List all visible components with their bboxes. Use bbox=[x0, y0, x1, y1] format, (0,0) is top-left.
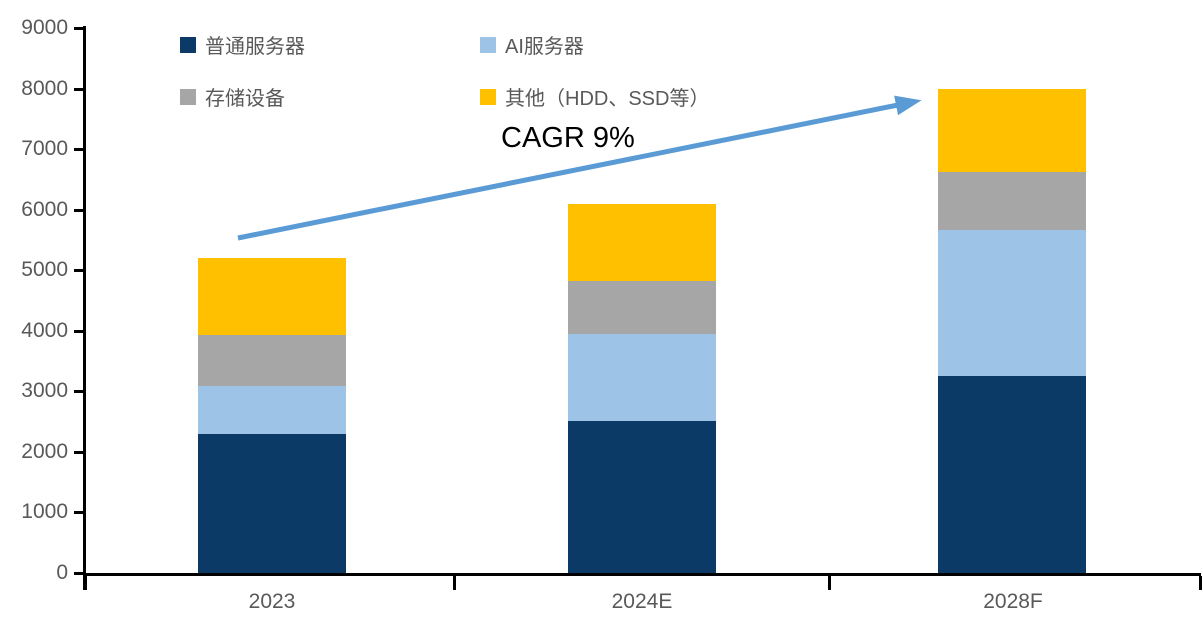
legend-item: 其他（HDD、SSD等） bbox=[480, 82, 709, 111]
bar-segment bbox=[198, 335, 346, 386]
x-axis-category-label: 2023 bbox=[248, 590, 296, 613]
y-axis-tick-label: 2000 bbox=[21, 439, 68, 463]
legend-item: 存储设备 bbox=[180, 82, 285, 111]
legend-swatch-icon bbox=[480, 36, 496, 53]
y-axis-tick-label: 1000 bbox=[21, 500, 68, 524]
y-axis-tick bbox=[74, 450, 83, 454]
bar-segment bbox=[568, 421, 716, 573]
y-axis-tick bbox=[74, 329, 83, 333]
x-axis-category-label: 2024E bbox=[611, 590, 673, 613]
y-axis-tick-label: 4000 bbox=[21, 318, 68, 342]
x-axis-tick bbox=[453, 576, 456, 590]
x-axis-tick bbox=[828, 576, 831, 590]
y-axis-tick-label: 8000 bbox=[21, 76, 68, 100]
y-axis-tick bbox=[74, 269, 83, 273]
legend-label: 存储设备 bbox=[205, 88, 285, 110]
y-axis-tick-label: 7000 bbox=[21, 137, 68, 161]
y-axis-tick-label: 3000 bbox=[21, 379, 68, 403]
bar-segment bbox=[938, 171, 1086, 231]
y-axis-tick bbox=[74, 390, 83, 394]
y-axis-line bbox=[83, 26, 86, 590]
bar-segment bbox=[938, 88, 1086, 172]
x-axis-line bbox=[83, 573, 1201, 576]
legend-label: 普通服务器 bbox=[205, 36, 305, 58]
cagr-annotation: CAGR 9% bbox=[501, 122, 635, 154]
y-axis-tick bbox=[74, 208, 83, 212]
y-axis-tick bbox=[74, 572, 83, 575]
legend-label: 其他（HDD、SSD等） bbox=[505, 88, 710, 110]
legend-item: AI服务器 bbox=[480, 30, 584, 59]
y-axis-tick-label: 9000 bbox=[21, 16, 68, 39]
legend-swatch-icon bbox=[180, 88, 196, 105]
x-axis-tick bbox=[1199, 576, 1202, 590]
y-axis-tick-label: 0 bbox=[56, 561, 68, 584]
y-axis-tick bbox=[74, 87, 83, 91]
x-axis-tick bbox=[84, 576, 87, 590]
bar-segment bbox=[568, 281, 716, 335]
bar-segment bbox=[198, 258, 346, 335]
y-axis-tick bbox=[74, 27, 83, 30]
legend-label: AI服务器 bbox=[505, 36, 584, 58]
bar-segment bbox=[568, 204, 716, 282]
y-axis-tick-label: 5000 bbox=[21, 258, 68, 282]
legend-swatch-icon bbox=[180, 36, 196, 53]
bar-segment bbox=[568, 334, 716, 421]
bar-segment bbox=[198, 385, 346, 435]
legend-swatch-icon bbox=[480, 88, 496, 105]
legend-item: 普通服务器 bbox=[180, 30, 305, 59]
bar-segment bbox=[938, 376, 1086, 573]
x-axis-category-label: 2028F bbox=[983, 590, 1043, 613]
y-axis-tick bbox=[74, 148, 83, 152]
y-axis-tick-label: 6000 bbox=[21, 197, 68, 221]
bar-segment bbox=[198, 434, 346, 573]
y-axis-tick bbox=[74, 511, 83, 515]
bar-segment bbox=[938, 230, 1086, 377]
